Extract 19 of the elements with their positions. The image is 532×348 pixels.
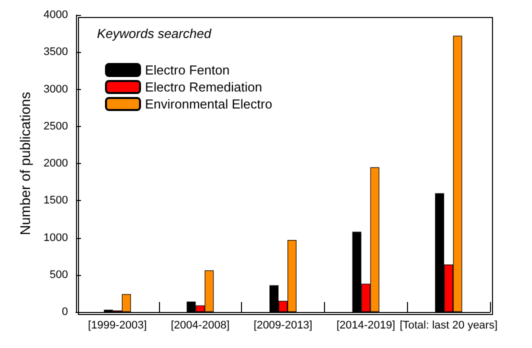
x-tick-label: [Total: last 20 years] [400, 320, 498, 332]
y-tick-label: 0 [62, 306, 68, 318]
y-tick-label: 500 [50, 268, 68, 281]
legend-label: Electro Fenton [145, 62, 230, 78]
y-tick-label: 2500 [44, 120, 68, 132]
y-tick-label: 1500 [44, 194, 68, 207]
legend-label: Electro Remediation [145, 80, 262, 94]
x-tick-label: [2009-2013] [254, 320, 312, 332]
y-tick-label: 3000 [44, 83, 68, 96]
y-tick-label: 1000 [44, 232, 68, 244]
y-tick-label: 3500 [44, 46, 68, 58]
y-axis-title: Number of publications [17, 92, 33, 236]
x-tick-label: [2004-2008] [170, 320, 230, 332]
text: Keywords searched [97, 26, 212, 41]
x-tick-label: [2014-2019] [336, 320, 396, 332]
x-tick-label: [1999-2003] [88, 320, 147, 332]
legend-label: Environmental Electro [145, 96, 272, 112]
y-tick-label: 2000 [44, 158, 68, 170]
y-tick-label: 4000 [44, 9, 68, 21]
